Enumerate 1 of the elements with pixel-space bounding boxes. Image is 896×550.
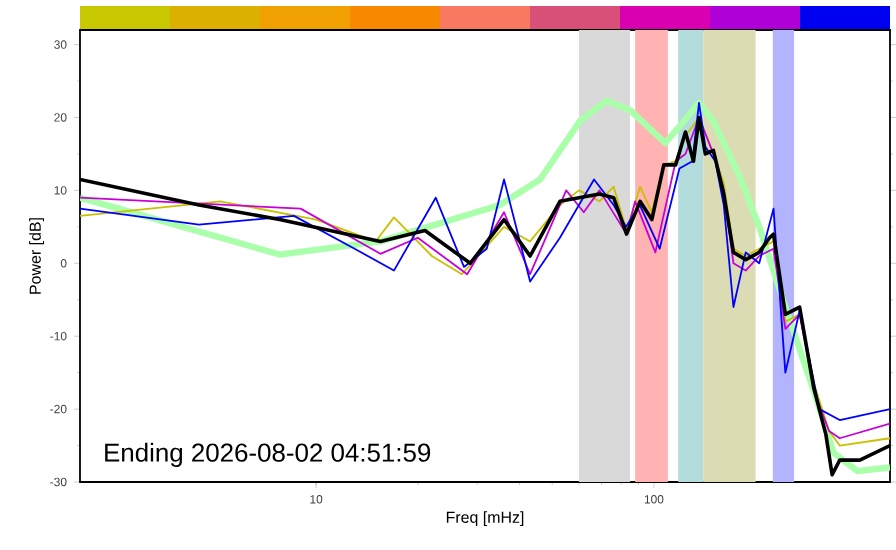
annotation: Ending 2026-08-02 04:51:59 bbox=[105, 442, 431, 467]
